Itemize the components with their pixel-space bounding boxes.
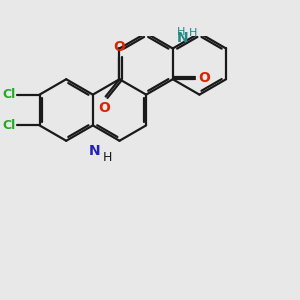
Text: H: H xyxy=(176,27,185,37)
Text: O: O xyxy=(198,71,210,85)
Text: O: O xyxy=(113,40,125,54)
Text: H: H xyxy=(189,28,197,38)
Text: O: O xyxy=(98,101,110,115)
Text: Cl: Cl xyxy=(2,119,16,132)
Text: N: N xyxy=(88,145,100,158)
Text: N: N xyxy=(176,31,188,45)
Text: Cl: Cl xyxy=(2,88,16,101)
Text: H: H xyxy=(103,151,112,164)
